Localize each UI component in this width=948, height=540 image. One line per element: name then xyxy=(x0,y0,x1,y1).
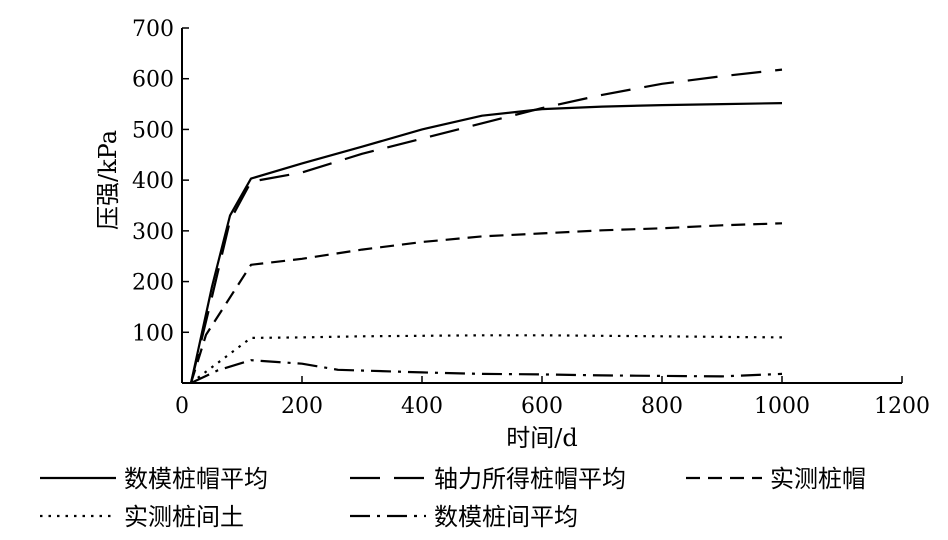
series-line-4 xyxy=(190,334,783,384)
legend-label-2: 轴力所得桩帽平均 xyxy=(434,465,626,493)
x-tick-label: 600 xyxy=(521,394,563,419)
legend-label-1: 数模桩帽平均 xyxy=(124,465,268,493)
x-axis-title: 时间/d xyxy=(506,424,577,452)
legend-label-3: 实测桩帽 xyxy=(770,465,866,493)
y-tick-label: 600 xyxy=(132,68,174,93)
x-tick-label: 1200 xyxy=(874,394,930,419)
legend-label-5: 数模桩间平均 xyxy=(434,503,578,531)
y-tick-label: 400 xyxy=(132,169,174,194)
axes xyxy=(181,28,902,384)
x-tick-label: 0 xyxy=(175,394,189,419)
axis-ticks: 0 200 400 600 800 1000 1200 100 200 300 400 500 600 7… xyxy=(132,17,930,419)
series-line-5 xyxy=(190,359,783,384)
legend-label-4: 实测桩间土 xyxy=(124,503,244,531)
x-tick-label: 800 xyxy=(641,394,683,419)
x-tick-label: 200 xyxy=(281,394,323,419)
x-tick-label: 400 xyxy=(401,394,443,419)
y-tick-label: 200 xyxy=(132,271,174,296)
y-tick-label: 300 xyxy=(132,220,174,245)
series-line-1 xyxy=(189,102,783,384)
series-line-3 xyxy=(189,222,783,384)
y-axis-title: 压强/kPa xyxy=(94,130,122,230)
y-tick-label: 500 xyxy=(132,118,174,143)
x-tick-label: 1000 xyxy=(754,394,810,419)
series-line-2 xyxy=(189,68,783,384)
series-lines xyxy=(189,68,783,384)
y-tick-label: 700 xyxy=(132,17,174,42)
y-tick-label: 100 xyxy=(132,321,174,346)
